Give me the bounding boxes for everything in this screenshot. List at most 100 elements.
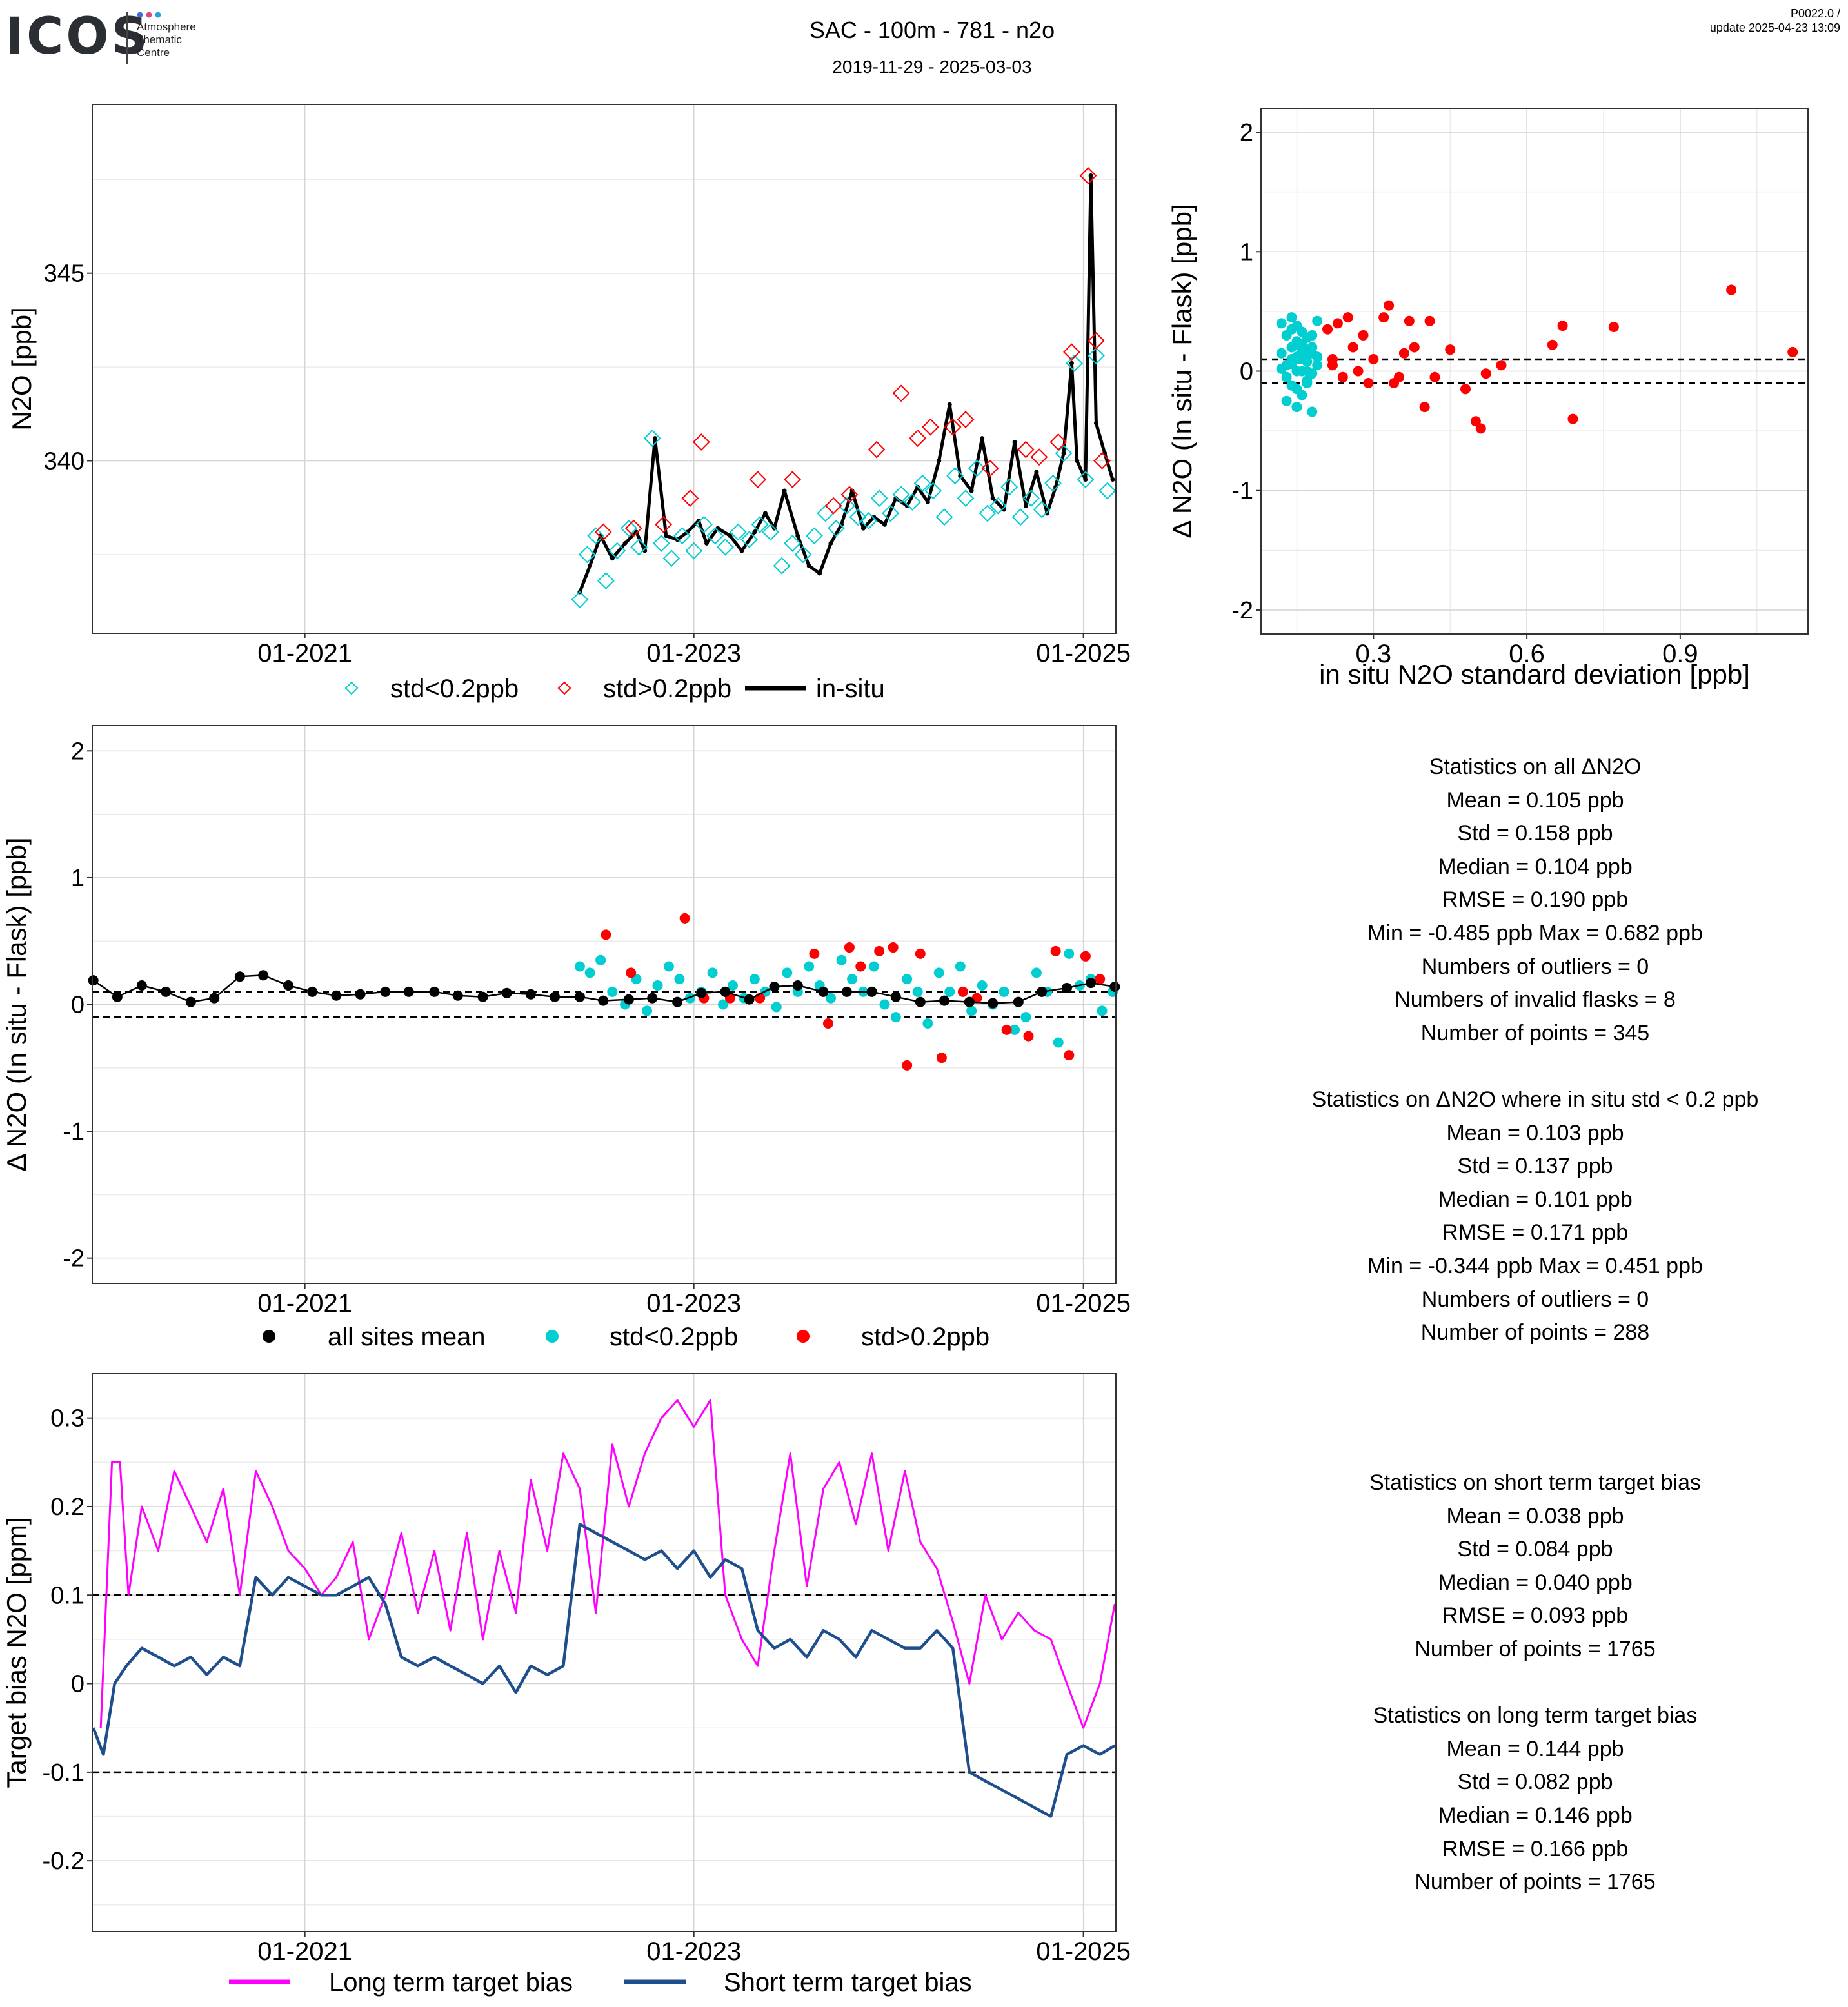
point-in-situ (1012, 439, 1017, 444)
point-std-low (922, 1018, 933, 1029)
point-mean (841, 986, 852, 997)
point-std-low (620, 519, 638, 537)
point-in-situ (947, 402, 952, 407)
legend-label-std-low: std<0.2ppb (390, 675, 519, 703)
point-in-situ (664, 533, 669, 539)
point-std-low (879, 999, 890, 1010)
point-std-high (957, 986, 968, 997)
point-std-high (624, 519, 642, 537)
point-std-low (1286, 380, 1297, 391)
point-std-low (595, 954, 606, 965)
stat-line: Numbers of outliers = 0 (1421, 1287, 1649, 1312)
stat-line: RMSE = 0.190 ppb (1442, 887, 1629, 913)
point-std-low (838, 497, 856, 515)
legend-label-std-low: std<0.2ppb (610, 1323, 738, 1351)
x-tick-label: 01-2025 (1036, 639, 1131, 667)
legend-key-std-low (546, 1330, 559, 1343)
x-tick-label: 01-2021 (257, 1289, 352, 1318)
point-std-high (1001, 1024, 1012, 1035)
point-in-situ (882, 522, 887, 527)
point-std-high (1353, 366, 1364, 377)
point-std-low (782, 967, 793, 978)
point-mean (403, 986, 414, 997)
stat-line: Median = 0.101 ppb (1438, 1187, 1633, 1212)
point-std-high (1050, 945, 1061, 956)
point-mean (598, 995, 609, 1006)
point-std-high (679, 913, 690, 924)
point-std-low (860, 512, 878, 529)
point-in-situ (904, 503, 909, 508)
stat-line: Std = 0.084 ppb (1457, 1537, 1613, 1562)
stat-line: Std = 0.082 ppb (1457, 1770, 1613, 1795)
point-std-low (784, 535, 801, 552)
point-std-high (1608, 321, 1619, 332)
point-in-situ (937, 458, 942, 463)
point-std-high (1363, 378, 1374, 389)
point-mean (1086, 978, 1097, 989)
y-tick-label: -1 (1231, 478, 1253, 505)
point-std-high (915, 948, 926, 959)
point-std-low (707, 967, 718, 978)
y-tick-label: 1 (1240, 239, 1253, 266)
point-std-low (695, 515, 713, 533)
logo: ICOS (5, 8, 150, 66)
point-std-low (912, 986, 923, 997)
y-tick-label: 0.1 (50, 1582, 84, 1609)
point-in-situ (1069, 361, 1074, 366)
y-tick-label: 0.3 (50, 1405, 84, 1432)
stat-line: RMSE = 0.166 ppb (1442, 1836, 1629, 1861)
stats-bias-block: Statistics on short term target bias Mea… (1226, 1467, 1845, 1899)
x-tick-label: 0.9 (1662, 640, 1698, 668)
legend-label-long-term: Long term target bias (329, 1968, 573, 1997)
y-tick-label: 2 (71, 738, 84, 765)
x-tick-label: 01-2021 (257, 639, 352, 667)
point-in-situ (1053, 484, 1058, 489)
point-mean (720, 986, 731, 997)
stat-line: Statistics on long term target bias (1373, 1703, 1698, 1728)
point-in-situ (588, 563, 593, 568)
plot-border (1260, 108, 1809, 635)
point-in-situ (696, 519, 701, 524)
point-in-situ (871, 515, 877, 520)
point-std-high (1017, 440, 1035, 459)
point-mean (307, 986, 318, 997)
point-in-situ (704, 540, 710, 546)
point-in-situ (860, 526, 866, 531)
point-std-low (1302, 346, 1313, 357)
point-std-low (685, 542, 703, 560)
point-std-high (944, 418, 962, 436)
point-std-high (1409, 342, 1420, 353)
point-std-high (1064, 1050, 1075, 1061)
point-std-low (1053, 1037, 1064, 1048)
point-std-low (1088, 347, 1105, 365)
point-std-low (1033, 500, 1051, 519)
stat-line: Mean = 0.144 ppb (1446, 1736, 1624, 1761)
x-axis-label: in situ N2O standard deviation [ppb] (1319, 659, 1750, 689)
logo-dots-icon (137, 10, 165, 22)
point-std-high (1030, 448, 1048, 466)
y-tick-label: 340 (44, 448, 84, 475)
series-line-long-term (99, 1399, 1116, 1729)
point-std-low (718, 999, 729, 1010)
x-tick-label: 01-2023 (646, 1289, 741, 1318)
point-std-high (1337, 371, 1348, 382)
point-std-high (1393, 371, 1404, 382)
x-tick-label: 0.3 (1356, 640, 1392, 668)
point-mean (792, 980, 803, 991)
point-std-high (957, 411, 975, 428)
stat-line: Numbers of invalid flasks = 8 (1395, 987, 1676, 1013)
point-in-situ (1061, 451, 1066, 456)
point-std-low (946, 467, 964, 485)
x-tick-label: 01-2023 (646, 1937, 741, 1966)
point-std-low (817, 504, 835, 522)
point-mean (1013, 996, 1024, 1007)
stat-line: Mean = 0.038 ppb (1446, 1503, 1624, 1528)
point-std-low (979, 504, 997, 522)
point-std-low (1281, 371, 1292, 382)
point-std-high (981, 459, 999, 477)
point-std-low (904, 493, 921, 511)
point-std-high (809, 948, 820, 959)
point-in-situ (1044, 511, 1049, 516)
point-std-low (1286, 359, 1297, 370)
point-std-high (1080, 951, 1091, 962)
